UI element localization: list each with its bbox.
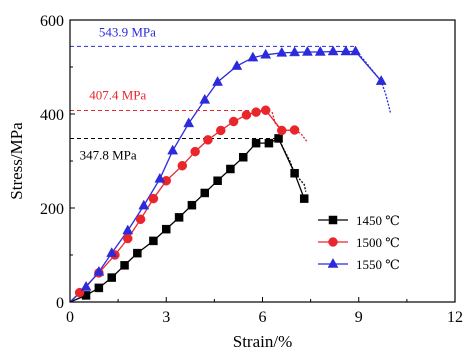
data-point (183, 117, 195, 128)
data-point (350, 45, 361, 56)
x-tick-label: 9 (355, 309, 363, 326)
data-point (94, 283, 104, 293)
legend-label: 1450 ℃ (356, 213, 400, 228)
x-tick-label: 12 (447, 309, 463, 326)
data-point (290, 168, 299, 178)
data-point (276, 46, 288, 57)
data-point (212, 76, 224, 86)
axis-ticks: 0 3 6 9 12 0 200 400 600 (40, 13, 463, 326)
data-point (289, 46, 301, 57)
data-point (327, 45, 339, 56)
x-tick-label: 3 (162, 309, 170, 326)
data-point (314, 45, 326, 56)
data-point (213, 176, 222, 185)
series-fracture-2 (355, 51, 392, 115)
legend-marker (328, 237, 338, 247)
data-point (177, 160, 188, 171)
data-point (199, 93, 211, 104)
data-point (174, 213, 184, 222)
data-point (340, 45, 352, 56)
data-point (133, 248, 142, 258)
data-point (135, 214, 146, 225)
data-point (190, 146, 200, 157)
x-axis-title: Strain/% (233, 332, 293, 351)
data-point (375, 75, 387, 85)
data-point (226, 164, 235, 174)
data-point (277, 125, 287, 136)
annotation-label: 347.8 MPa (80, 148, 137, 163)
annotation-label: 543.9 MPa (99, 24, 156, 39)
data-point (122, 224, 134, 235)
data-point (299, 194, 309, 203)
data-point (138, 199, 150, 210)
data-point (203, 135, 213, 145)
data-point (120, 261, 129, 270)
legend-marker (327, 257, 339, 268)
data-point (93, 265, 105, 276)
data-point (260, 48, 272, 59)
data-point (247, 51, 259, 62)
x-tick-label: 6 (259, 309, 267, 326)
legend-marker (328, 215, 338, 225)
y-axis-title: Stress/MPa (7, 122, 26, 200)
data-point (228, 116, 239, 127)
data-point (148, 193, 159, 204)
series-markers (74, 45, 387, 300)
legend-label: 1550 ℃ (356, 257, 400, 272)
y-tick-label: 400 (40, 107, 64, 124)
data-point (239, 152, 248, 162)
series-line-2 (69, 50, 382, 303)
data-point (149, 236, 158, 246)
data-point (301, 45, 313, 56)
data-point (274, 134, 283, 143)
data-point (231, 60, 243, 70)
data-point (200, 188, 209, 198)
series-fracture-1 (271, 111, 308, 143)
data-point (251, 107, 261, 117)
data-point (289, 125, 300, 135)
legend: 1450 ℃ 1500 ℃ 1550 ℃ (318, 213, 400, 272)
data-point (167, 144, 179, 155)
series-line-0 (69, 137, 305, 303)
annotation-label: 407.4 MPa (89, 88, 146, 103)
data-point (80, 280, 92, 291)
series-fracture-0 (277, 138, 307, 192)
legend-label: 1500 ℃ (356, 235, 400, 250)
data-point (107, 273, 116, 282)
data-point (260, 105, 271, 115)
data-point (251, 138, 261, 148)
annotation-labels: 543.9 MPa 407.4 MPa 347.8 MPa (80, 24, 157, 162)
y-tick-label: 200 (40, 201, 64, 218)
data-point (106, 247, 118, 257)
data-point (241, 110, 252, 120)
y-tick-label: 0 (56, 295, 64, 312)
data-point (154, 172, 166, 183)
data-point (162, 224, 171, 234)
data-point (123, 233, 133, 244)
y-tick-label: 600 (40, 13, 64, 30)
data-point (216, 125, 226, 136)
x-tick-label: 0 (66, 309, 74, 326)
data-point (264, 138, 274, 148)
annotation-lines (70, 45, 356, 140)
data-point (187, 200, 197, 210)
